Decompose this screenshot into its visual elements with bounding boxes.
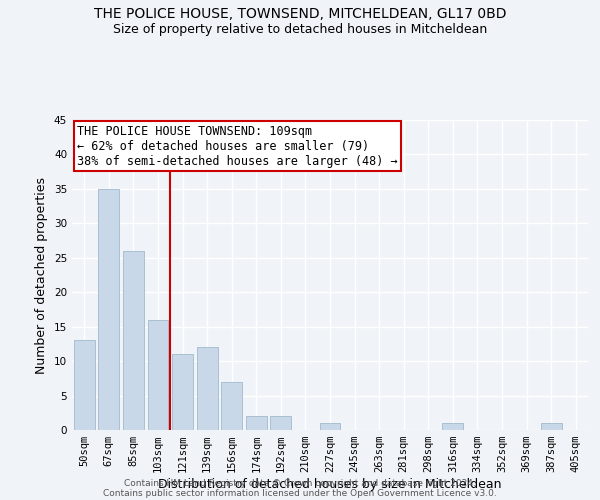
Bar [74, 340, 95, 430]
Y-axis label: Number of detached properties: Number of detached properties [35, 176, 49, 374]
Text: Contains public sector information licensed under the Open Government Licence v3: Contains public sector information licen… [103, 488, 497, 498]
Bar [246, 416, 267, 430]
Text: THE POLICE HOUSE TOWNSEND: 109sqm
← 62% of detached houses are smaller (79)
38% : THE POLICE HOUSE TOWNSEND: 109sqm ← 62% … [77, 124, 398, 168]
Text: Size of property relative to detached houses in Mitcheldean: Size of property relative to detached ho… [113, 22, 487, 36]
Bar [172, 354, 193, 430]
Text: Contains HM Land Registry data © Crown copyright and database right 2024.: Contains HM Land Registry data © Crown c… [124, 478, 476, 488]
X-axis label: Distribution of detached houses by size in Mitcheldean: Distribution of detached houses by size … [158, 478, 502, 491]
Bar [197, 348, 218, 430]
Bar [221, 382, 242, 430]
Bar [98, 189, 119, 430]
Bar [123, 251, 144, 430]
Bar [271, 416, 292, 430]
Bar [541, 423, 562, 430]
Bar [320, 423, 340, 430]
Bar [148, 320, 169, 430]
Text: THE POLICE HOUSE, TOWNSEND, MITCHELDEAN, GL17 0BD: THE POLICE HOUSE, TOWNSEND, MITCHELDEAN,… [94, 8, 506, 22]
Bar [442, 423, 463, 430]
